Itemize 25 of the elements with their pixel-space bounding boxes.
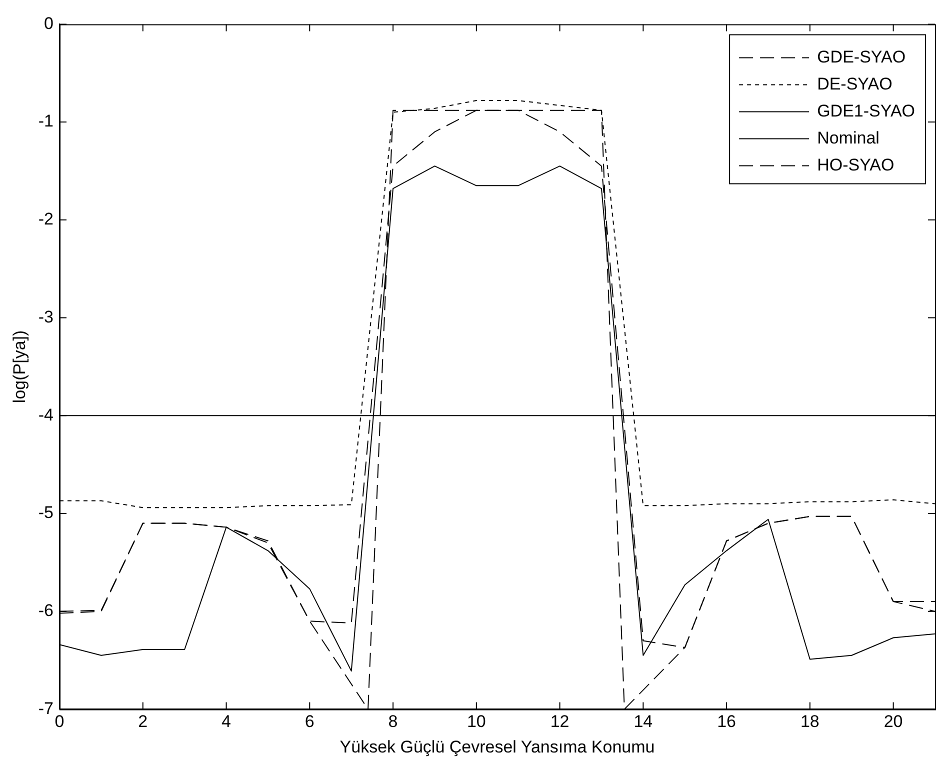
y-tick-label: 0 bbox=[44, 14, 54, 33]
x-tick-label: 8 bbox=[388, 712, 398, 732]
y-tick-label: -5 bbox=[38, 503, 54, 522]
x-tick-label: 6 bbox=[304, 712, 314, 732]
y-axis-title: log(P[ya]) bbox=[10, 330, 29, 404]
y-tick-label: -1 bbox=[38, 112, 54, 131]
y-tick-label: -4 bbox=[38, 405, 54, 424]
legend-label: HO-SYAO bbox=[817, 155, 894, 174]
x-tick-label: 10 bbox=[466, 712, 486, 732]
legend-label: GDE1-SYAO bbox=[817, 101, 916, 120]
legend-label: Nominal bbox=[817, 128, 880, 148]
legend-label: GDE-SYAO bbox=[817, 47, 906, 66]
x-tick-label: 20 bbox=[884, 712, 903, 732]
x-tick-label: 16 bbox=[717, 712, 736, 732]
x-tick-label: 18 bbox=[800, 712, 820, 732]
y-tick-label: -2 bbox=[38, 210, 54, 229]
x-axis-title: Yüksek Güçlü Çevresel Yansıma Konumu bbox=[340, 737, 655, 756]
x-tick-label: 12 bbox=[550, 712, 570, 732]
x-tick-label: 4 bbox=[222, 712, 232, 732]
y-tick-label: -3 bbox=[38, 307, 54, 326]
y-tick-label: -7 bbox=[38, 698, 54, 718]
x-tick-label: 2 bbox=[138, 712, 148, 732]
y-tick-label: -6 bbox=[38, 601, 54, 620]
x-tick-label: 14 bbox=[634, 712, 653, 732]
legend-label: DE-SYAO bbox=[817, 74, 892, 94]
